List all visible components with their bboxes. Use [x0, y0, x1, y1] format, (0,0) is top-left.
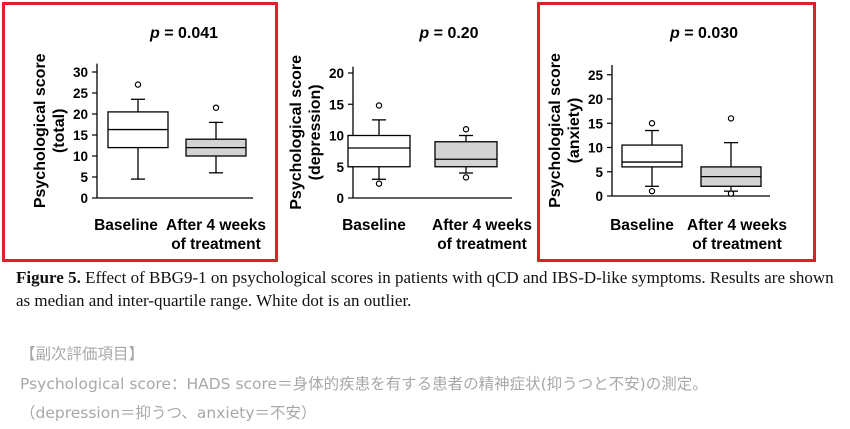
outlier-point	[375, 102, 383, 109]
x-category-label-line2: of treatment	[171, 236, 261, 253]
box-baseline	[621, 120, 683, 195]
y-axis-subtitle: (total)	[51, 109, 68, 153]
y-tick-label: 10	[73, 149, 88, 164]
outlier-point	[648, 120, 656, 127]
y-tick-label: 5	[595, 165, 603, 180]
outlier-point	[134, 81, 142, 88]
chart-panel-depression: p = 0.20 0 5 10 15 20 Psychological score (depr…	[278, 0, 540, 262]
x-category-label-line2: of treatment	[692, 236, 782, 253]
iqr-box	[347, 134, 411, 168]
x-category-label: After 4 weeks	[432, 217, 532, 234]
outlier-point	[462, 126, 470, 133]
x-category-label: Baseline	[610, 217, 674, 234]
outlier-point	[462, 174, 470, 181]
y-tick-label: 0	[336, 191, 344, 206]
y-tick-label: 25	[588, 68, 604, 83]
chart-panel-total: p = 0.041 0 5 10 15 20 25 30 Psychological score…	[2, 0, 278, 262]
box-after-treatment	[700, 115, 762, 197]
box-baseline	[347, 102, 411, 187]
y-tick-label: 15	[329, 97, 345, 112]
y-axis-title: Psychological score	[32, 53, 49, 208]
p-symbol: p	[418, 25, 429, 42]
iqr-box	[434, 141, 498, 168]
y-axis-title: Psychological score	[288, 55, 305, 210]
highlight-frame-anxiety	[537, 2, 816, 262]
p-value-text: = 0.041	[160, 25, 218, 42]
y-tick-label: 20	[73, 107, 88, 122]
y-tick-label: 5	[80, 170, 88, 185]
outlier-point	[212, 104, 220, 111]
notes-heading: 【副次評価項目】	[20, 345, 145, 363]
y-axis-title: Psychological score	[547, 53, 564, 208]
y-axis-subtitle: (anxiety)	[566, 98, 583, 164]
box-baseline	[107, 81, 169, 180]
y-tick-label: 15	[588, 116, 604, 131]
figure-label: Figure 5.	[16, 268, 81, 287]
y-tick-label: 15	[73, 128, 89, 143]
p-symbol: p	[669, 25, 680, 42]
p-value-text: = 0.20	[429, 25, 478, 42]
figure-caption: Figure 5. Effect of BBG9-1 on psychologi…	[16, 266, 846, 312]
chart-depression: p = 0.20 0 5 10 15 20 Psychological score (depr…	[288, 25, 532, 253]
x-category-label: After 4 weeks	[166, 217, 266, 234]
y-tick-label: 25	[73, 86, 89, 101]
chart-total: p = 0.041 0 5 10 15 20 25 30 Psychological score…	[32, 25, 266, 253]
outlier-point	[648, 187, 656, 195]
y-tick-label: 10	[329, 129, 344, 144]
x-category-label: Baseline	[342, 217, 406, 234]
x-category-label-line2: of treatment	[437, 236, 527, 253]
x-category-label: Baseline	[94, 217, 158, 234]
box-after-treatment	[434, 126, 498, 181]
chart-anxiety: p = 0.030 0 5 10 15 20 25 Psychological score (a…	[547, 25, 787, 253]
y-axis-subtitle: (depression)	[307, 84, 324, 180]
y-tick-label: 30	[73, 65, 88, 80]
highlight-frame-total	[2, 2, 278, 262]
y-tick-label: 10	[588, 141, 603, 156]
outlier-point	[727, 115, 735, 122]
y-tick-label: 0	[595, 189, 603, 204]
p-symbol: p	[149, 25, 160, 42]
notes-translation: （depression＝抑うつ、anxiety＝不安）	[20, 404, 317, 422]
box-after-treatment	[185, 104, 247, 174]
x-category-label: After 4 weeks	[687, 217, 787, 234]
p-value-title: p = 0.041	[149, 25, 218, 42]
y-tick-label: 0	[80, 191, 88, 206]
outlier-point	[727, 190, 735, 197]
p-value-title: p = 0.20	[418, 25, 478, 42]
y-tick-label: 20	[588, 92, 603, 107]
notes-definition: Psychological score：HADS score＝身体的疾患を有する…	[20, 375, 708, 393]
y-tick-label: 20	[329, 66, 344, 81]
p-value-text: = 0.030	[680, 25, 738, 42]
y-tick-label: 5	[336, 160, 344, 175]
chart-panel-anxiety: p = 0.030 0 5 10 15 20 25 Psychological score (a…	[537, 0, 816, 262]
figure-caption-text: Effect of BBG9-1 on psychological scores…	[16, 268, 834, 310]
p-value-title: p = 0.030	[669, 25, 738, 42]
outlier-point	[375, 180, 383, 187]
